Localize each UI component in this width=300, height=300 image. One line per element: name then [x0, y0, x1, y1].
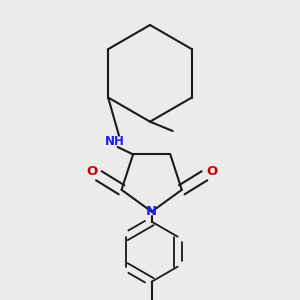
Text: O: O: [86, 165, 97, 178]
Text: O: O: [206, 165, 218, 178]
Text: N: N: [146, 205, 157, 218]
Text: NH: NH: [105, 135, 125, 148]
